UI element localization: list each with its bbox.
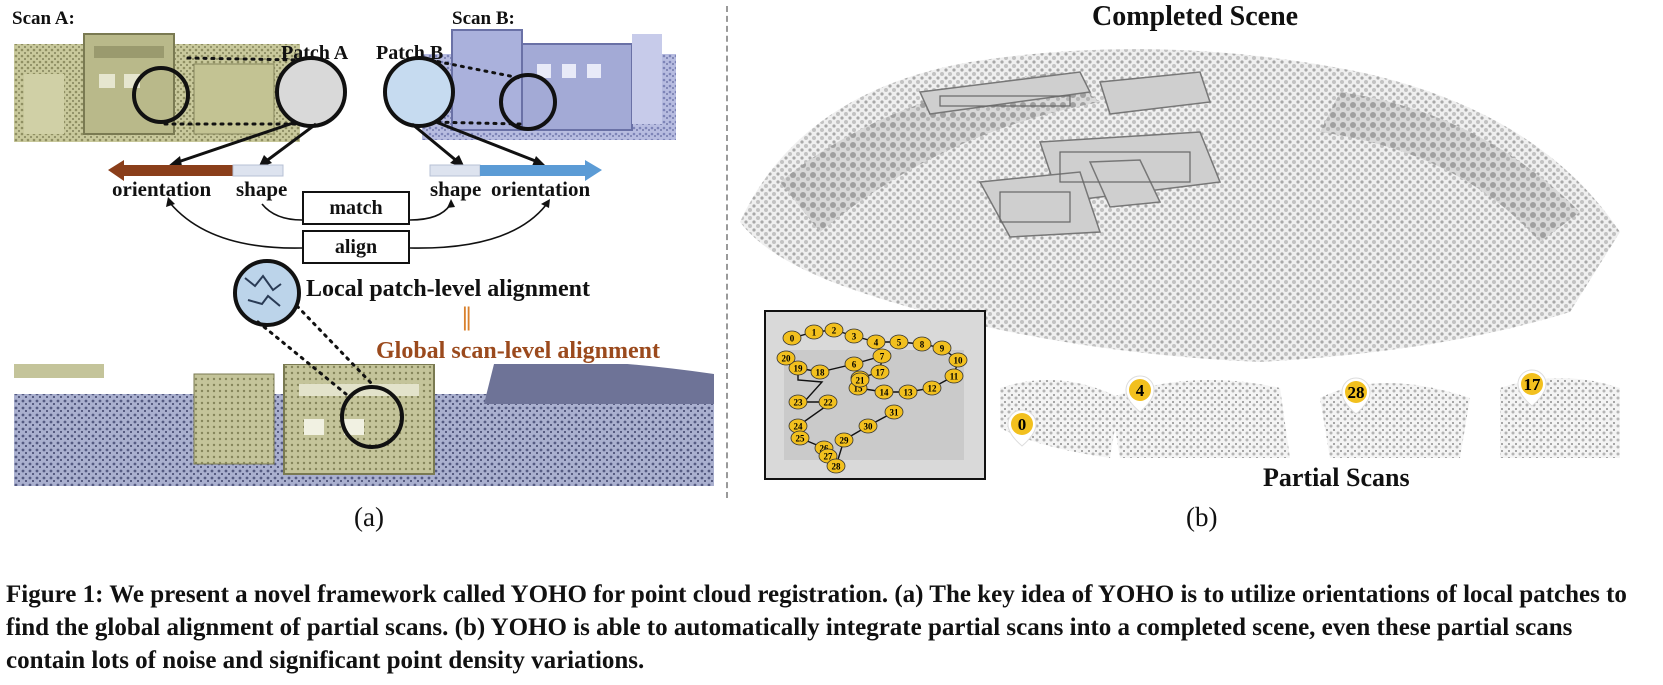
trajectory-node bbox=[788, 394, 808, 410]
trajectory-nodes: 0123458910111213141516176718192021222324… bbox=[776, 322, 968, 474]
trajectory-node-label: 6 bbox=[852, 360, 857, 370]
scan-marker bbox=[1011, 413, 1033, 435]
scan-b-image bbox=[422, 29, 676, 140]
trajectory-node-label: 7 bbox=[880, 352, 885, 362]
trajectory-node-label: 29 bbox=[840, 436, 850, 446]
trajectory-node bbox=[844, 328, 864, 344]
trajectory-node bbox=[858, 418, 878, 434]
trajectory-node-label: 17 bbox=[876, 368, 886, 378]
trajectory-node bbox=[804, 324, 824, 340]
trajectory-node bbox=[922, 380, 942, 396]
trajectory-node-label: 8 bbox=[920, 340, 925, 350]
trajectory-node bbox=[790, 430, 810, 446]
trajectory-node bbox=[872, 348, 892, 364]
trajectory-node-label: 30 bbox=[864, 422, 874, 432]
trajectory-node-label: 0 bbox=[790, 334, 795, 344]
trajectory-node-label: 15 bbox=[854, 384, 864, 394]
match-box: match bbox=[302, 191, 410, 225]
align-box: align bbox=[302, 230, 410, 264]
trajectory-node-label: 26 bbox=[820, 444, 830, 454]
scan-marker bbox=[1129, 379, 1151, 401]
trajectory-node bbox=[844, 356, 864, 372]
trajectory-node bbox=[932, 340, 952, 356]
trajectory-node-label: 18 bbox=[816, 368, 826, 378]
trajectory-node-label: 25 bbox=[796, 434, 806, 444]
patch-a-label: Patch A bbox=[281, 42, 349, 64]
trajectory-node bbox=[782, 330, 802, 346]
panel-a-sublabel: (a) bbox=[354, 502, 384, 532]
trajectory-node-label: 10 bbox=[954, 356, 964, 366]
trajectory-node bbox=[948, 352, 968, 368]
trajectory-node bbox=[826, 458, 846, 474]
shape-a-label: shape bbox=[236, 177, 288, 201]
trajectory-node-label: 21 bbox=[856, 376, 866, 386]
scan-marker-label: 4 bbox=[1136, 381, 1145, 400]
scan-marker-label: 17 bbox=[1524, 375, 1542, 394]
trajectory-node-label: 28 bbox=[832, 462, 842, 472]
scan-marker-label: 0 bbox=[1018, 415, 1027, 434]
trajectory-node-label: 4 bbox=[874, 338, 879, 348]
trajectory-node-label: 14 bbox=[880, 388, 890, 398]
trajectory-node bbox=[898, 384, 918, 400]
trajectory-node bbox=[912, 336, 932, 352]
scan-marker-label: 28 bbox=[1348, 383, 1365, 402]
panel-b-sublabel: (b) bbox=[1186, 502, 1218, 532]
trajectory-node bbox=[834, 432, 854, 448]
completed-scene-title: Completed Scene bbox=[1092, 1, 1299, 32]
orientation-a-label: orientation bbox=[112, 177, 212, 201]
trajectory-inset: 0123458910111213141516176718192021222324… bbox=[764, 310, 986, 480]
scan-marker bbox=[1521, 373, 1543, 395]
trajectory-node bbox=[870, 364, 890, 380]
trajectory-node-label: 1 bbox=[812, 328, 817, 338]
trajectory-node bbox=[776, 350, 796, 366]
scan-a-label: Scan A: bbox=[12, 8, 75, 29]
orientation-b-label: orientation bbox=[491, 177, 591, 201]
trajectory-node-label: 11 bbox=[950, 372, 959, 382]
trajectory-node bbox=[874, 384, 894, 400]
partial-scans-label: Partial Scans bbox=[1263, 463, 1410, 492]
panel-a-diagram bbox=[108, 56, 602, 327]
trajectory-node bbox=[884, 404, 904, 420]
partial-scans-image: 0 4 28 17 bbox=[1000, 369, 1620, 458]
trajectory-node-label: 23 bbox=[794, 398, 804, 408]
figure-caption: Figure 1: We present a novel framework c… bbox=[6, 581, 1627, 674]
trajectory-node-label: 2 bbox=[832, 326, 837, 336]
global-scan-image bbox=[14, 364, 714, 486]
trajectory-node bbox=[810, 364, 830, 380]
trajectory-node-label: 31 bbox=[890, 408, 900, 418]
trajectory-node bbox=[788, 360, 808, 376]
scan-b-label: Scan B: bbox=[452, 8, 515, 29]
global-alignment-label: Global scan-level alignment bbox=[376, 338, 660, 364]
local-alignment-label: Local patch-level alignment bbox=[306, 276, 590, 302]
trajectory-node bbox=[944, 368, 964, 384]
trajectory-node bbox=[824, 322, 844, 338]
completed-scene-image bbox=[740, 49, 1620, 362]
scan-marker bbox=[1345, 381, 1367, 403]
trajectory-node bbox=[850, 372, 870, 388]
trajectory-node-label: 12 bbox=[928, 384, 938, 394]
trajectory-node-label: 22 bbox=[824, 398, 834, 408]
trajectory-node-label: 27 bbox=[824, 452, 834, 462]
global-links bbox=[256, 304, 404, 449]
equivalence-sign: || bbox=[462, 302, 472, 331]
patch-b-label: Patch B bbox=[376, 42, 444, 64]
shape-b-label: shape bbox=[430, 177, 482, 201]
trajectory-node-label: 3 bbox=[852, 332, 857, 342]
panel-divider bbox=[726, 6, 728, 498]
scan-markers: 0 4 28 17 bbox=[1007, 369, 1547, 447]
trajectory-node bbox=[866, 334, 886, 350]
trajectory-node-label: 24 bbox=[794, 422, 804, 432]
trajectory-node-label: 9 bbox=[940, 344, 945, 354]
trajectory-node-label: 13 bbox=[904, 388, 914, 398]
trajectory-node bbox=[889, 334, 909, 350]
trajectory-node bbox=[818, 394, 838, 410]
trajectory-node-label: 19 bbox=[794, 364, 804, 374]
trajectory-node-label: 20 bbox=[782, 354, 792, 364]
trajectory-node-label: 5 bbox=[897, 338, 902, 348]
